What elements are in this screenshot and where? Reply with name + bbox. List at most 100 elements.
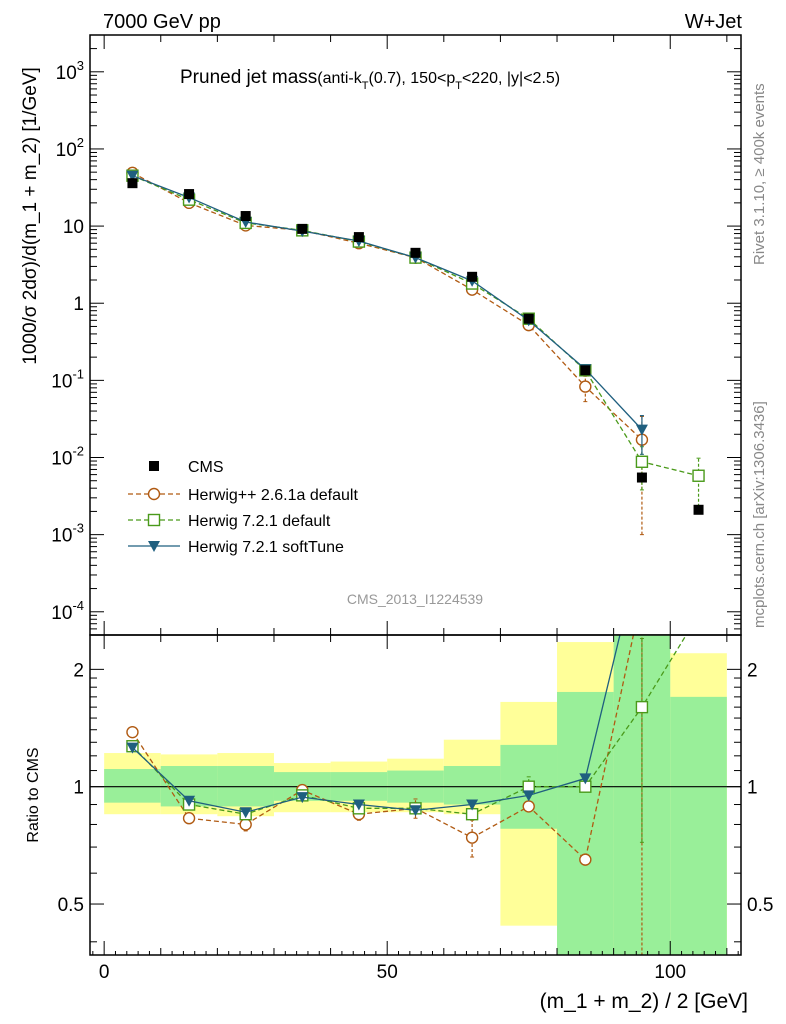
point-herwig-7-2-1-softtune [635, 424, 648, 436]
series-line-herwig-7-2-1-softtune [132, 635, 621, 813]
y-tick-label-base: 10 [51, 603, 72, 624]
main-y-axis-label: 1000/σ 2dσ)/d(m_1 + m_2) [1/GeV] [20, 67, 41, 365]
point-herwig-7-2-1-default [692, 469, 705, 482]
point-cms [240, 211, 251, 222]
series-cms [127, 178, 704, 515]
point-herwig-7-2-1-softtune [352, 799, 365, 811]
point-cms [410, 247, 421, 258]
y-tick-label-base: 10 [51, 449, 72, 470]
series-herwig-7-2-1-softtune [126, 539, 648, 819]
y-tick-label-exponent: -1 [72, 366, 84, 381]
x-tick-label: 0 [99, 962, 110, 983]
series-line-herwig-7-2-1-softtune [132, 175, 643, 431]
legend-marker-herwig-2-6-1a-default [147, 487, 161, 501]
series-herwig-7-2-1-default [126, 169, 705, 508]
series-line-herwig-2-6-1a-default [131, 635, 635, 861]
point-herwig-7-2-1-default [635, 455, 649, 468]
point-herwig-7-2-1-softtune [409, 805, 422, 817]
legend-label-herwig-2-6-1a-default: Herwig++ 2.6.1a default [188, 487, 358, 504]
series-line-herwig-7-2-1-default [132, 175, 699, 477]
y-tick-label: 10-3 [51, 521, 84, 547]
point-cms [636, 472, 647, 483]
watermark: CMS_2013_I1224539 [347, 591, 483, 607]
legend: CMS Herwig++ 2.6.1a default Herwig 7.2.1 d… [128, 459, 358, 556]
y-tick-label: 1 [73, 294, 84, 315]
ratio-y-axis-label: Ratio to CMS [25, 747, 42, 842]
uncertainty-band-inner [670, 696, 727, 955]
ratio-y-tick-label: 0.5 [58, 895, 84, 916]
point-herwig-2-6-1a-default [239, 818, 252, 831]
ratio-plot-data [90, 539, 741, 955]
plot-title: Pruned jet mass(anti-kT(0.7), 150<pT<220… [180, 67, 560, 92]
point-cms [297, 223, 308, 234]
point-herwig-7-2-1-softtune [239, 807, 252, 819]
x-tick-label: 50 [377, 962, 398, 983]
plot-title-sub-3: (0.7), 150<p [368, 70, 455, 87]
mcplots-label: mcplots.cern.ch [arXiv:1306.3436] [751, 401, 768, 628]
point-herwig-7-2-1-softtune [522, 790, 535, 802]
ratio-y-tick-label: 1 [73, 778, 84, 799]
series-herwig-2-6-1a-default [126, 166, 649, 536]
y-tick-label: 10-2 [51, 444, 84, 470]
legend-entry-herwig-7-2-1-default: Herwig 7.2.1 default [128, 513, 331, 530]
uncertainty-band-inner [104, 769, 161, 803]
point-herwig-7-2-1-softtune [126, 742, 139, 754]
point-herwig-2-6-1a-default [465, 831, 479, 844]
ratio-plot-panel: 0.5 0.5 1 1 2 2 0 50 100 Ratio to CMS (m_1 + m_… [25, 539, 774, 1013]
point-cms [580, 365, 591, 376]
series-line-herwig-2-6-1a-default [132, 172, 643, 441]
legend-marker-cms [149, 461, 159, 471]
point-cms [184, 189, 195, 200]
y-tick-label-base: 10 [56, 140, 77, 161]
legend-marker-herwig-7-2-1-softtune [148, 541, 160, 552]
point-herwig-2-6-1a-default [579, 380, 592, 393]
ratio-plot-y-tick-labels: 0.5 0.5 1 1 2 2 [58, 660, 774, 916]
y-tick-label-exponent: 2 [77, 135, 84, 150]
x-tick-label: 100 [654, 962, 686, 983]
y-tick-label: 10 [63, 217, 84, 238]
plot-title-main: Pruned jet mass [180, 67, 317, 88]
point-cms [353, 232, 364, 243]
y-tick-label-base: 10 [56, 63, 77, 84]
plot-title-sub-2: T [362, 80, 369, 92]
header-right-label: W+Jet [685, 11, 743, 33]
y-tick-label: 10-1 [51, 366, 84, 392]
x-axis-label: (m_1 + m_2) / 2 [GeV] [540, 990, 748, 1013]
point-cms [523, 313, 534, 324]
point-herwig-7-2-1-default [635, 700, 649, 714]
x-tick-labels: 0 50 100 [99, 962, 686, 983]
ratio-plot-ticks [90, 635, 741, 955]
point-herwig-7-2-1-softtune [126, 170, 139, 182]
ratio-y-tick-label: 2 [73, 660, 84, 681]
ratio-y-tick-label-right: 0.5 [747, 895, 773, 916]
legend-entry-herwig-7-2-1-softtune: Herwig 7.2.1 softTune [128, 539, 344, 556]
y-tick-label-base: 10 [51, 526, 72, 547]
y-tick-label-exponent: -2 [72, 444, 84, 459]
point-cms [693, 504, 704, 515]
legend-label-cms: CMS [188, 459, 224, 476]
plot-title-sub-1: (anti-k [317, 70, 362, 87]
point-cms [127, 178, 138, 189]
series-herwig-7-2-1-softtune [126, 170, 648, 455]
y-tick-label: 103 [56, 58, 84, 84]
point-herwig-7-2-1-softtune [579, 773, 592, 785]
point-cms [467, 271, 478, 282]
point-herwig-7-2-1-softtune [636, 539, 648, 550]
y-tick-label-exponent: -3 [72, 521, 84, 536]
uncertainty-band-inner [443, 766, 501, 805]
point-herwig-7-2-1-softtune [466, 799, 479, 811]
y-tick-label-exponent: 3 [77, 58, 84, 73]
ratio-y-tick-label-right: 1 [747, 778, 758, 799]
point-herwig-2-6-1a-default [636, 590, 647, 601]
legend-entry-cms: CMS [149, 459, 224, 476]
legend-marker-herwig-7-2-1-default [147, 513, 161, 527]
ratio-plot-frame [89, 634, 742, 956]
uncertainty-band-inner [557, 691, 614, 955]
plot-title-sub-5: <220, |y|<2.5) [462, 70, 560, 87]
ratio-y-tick-label-right: 2 [747, 660, 758, 681]
rivet-label: Rivet 3.1.10, ≥ 400k events [751, 83, 768, 265]
y-tick-label-base: 10 [51, 371, 72, 392]
